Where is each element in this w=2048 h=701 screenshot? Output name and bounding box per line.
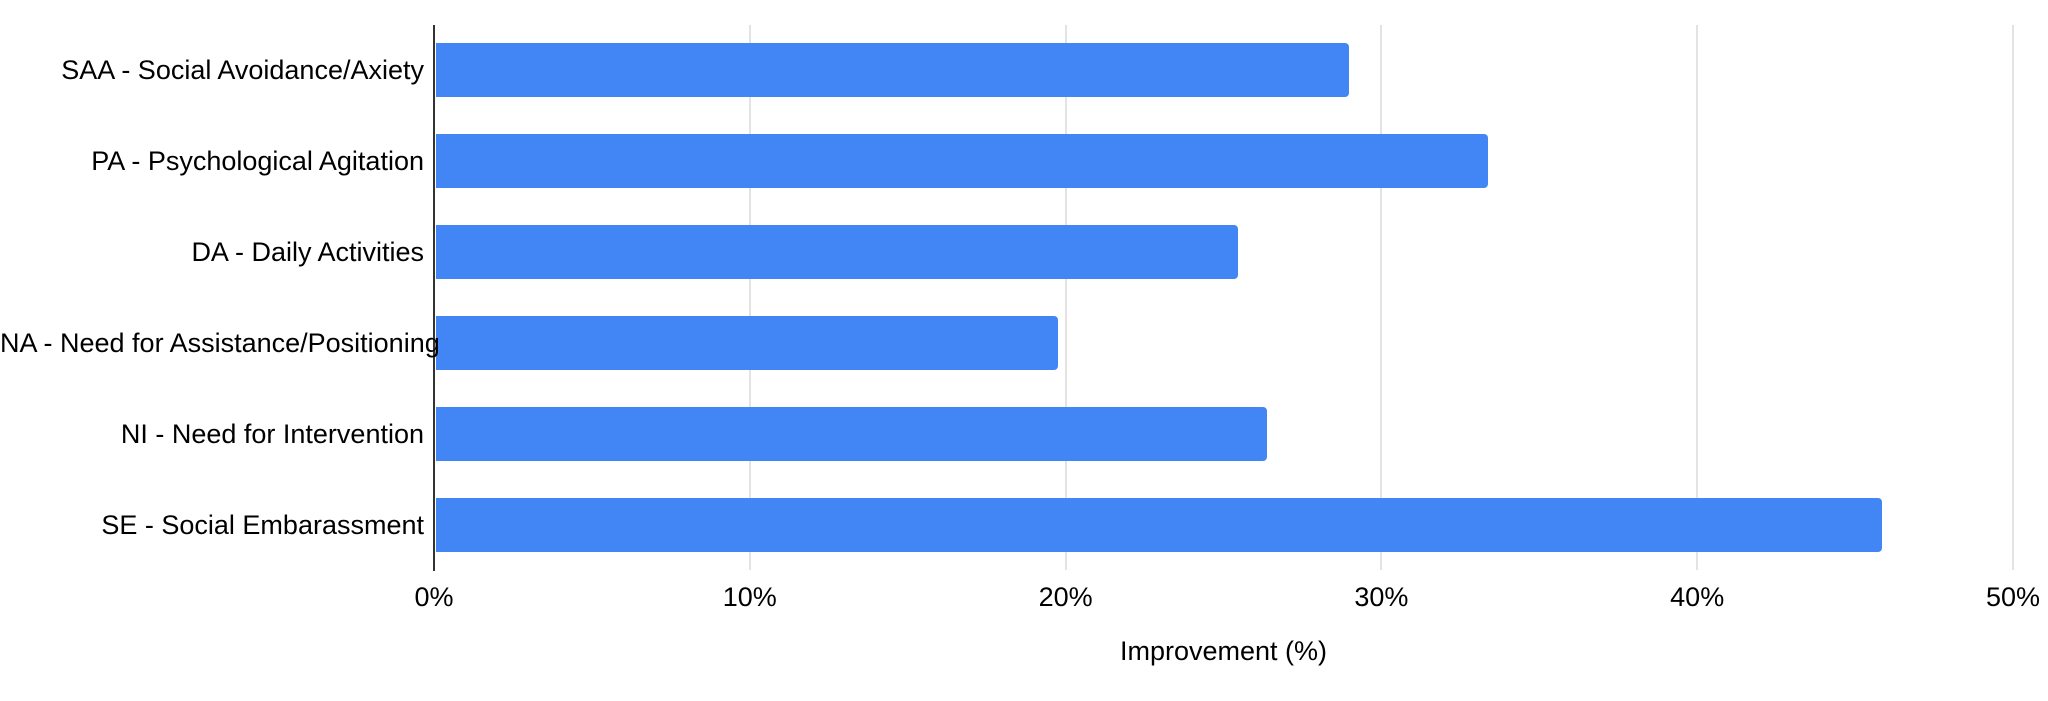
- y-axis-line: [433, 25, 435, 571]
- x-tick-label: 50%: [1985, 582, 2041, 612]
- bar-ni: [436, 406, 1267, 461]
- x-tick-label: 30%: [1354, 582, 1409, 612]
- x-tick-label: 40%: [1670, 582, 1725, 612]
- category-label: NI - Need for Intervention: [120, 418, 424, 449]
- plot-area: [434, 25, 2014, 570]
- category-label: NA - Need for Assistance/Positioning: [0, 327, 440, 358]
- gridline: [748, 25, 751, 570]
- bar-se: [436, 497, 1883, 552]
- category-label: SAA - Social Avoidance/Axiety: [61, 55, 424, 86]
- bar-da: [436, 225, 1239, 280]
- category-label: PA - Psychological Agitation: [91, 146, 424, 177]
- gridline: [1380, 25, 1383, 570]
- category-label: DA - Daily Activities: [191, 237, 424, 268]
- category-label: SE - Social Embarassment: [101, 509, 424, 540]
- x-tick-label: 20%: [1038, 582, 1093, 612]
- bar-saa: [436, 43, 1349, 98]
- x-axis-title: Improvement (%): [1119, 636, 1328, 666]
- bar-pa: [436, 134, 1488, 189]
- gridline: [1064, 25, 1067, 570]
- gridline: [2012, 25, 2014, 570]
- x-tick-label: 10%: [722, 582, 777, 612]
- gridline: [1696, 25, 1699, 570]
- x-tick-label: 0%: [414, 582, 454, 612]
- bar-na: [436, 315, 1059, 370]
